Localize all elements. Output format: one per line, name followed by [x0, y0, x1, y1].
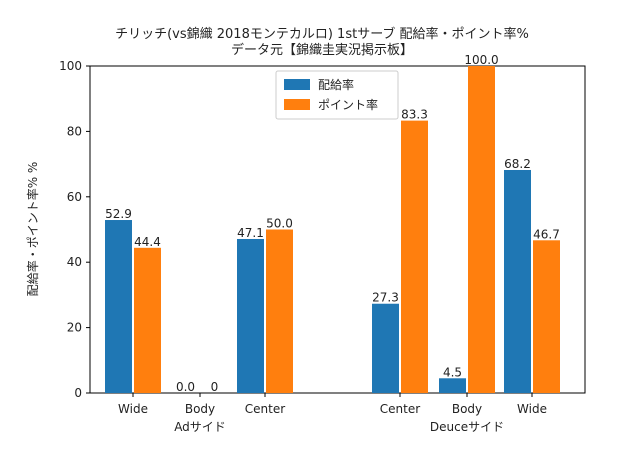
- y-tick-label: 100: [59, 59, 82, 73]
- y-tick-label: 20: [67, 321, 82, 335]
- bar-point: [134, 247, 161, 393]
- x-tick-label: Body: [452, 402, 482, 416]
- y-axis-label: 配給率・ポイント率% %: [25, 162, 40, 297]
- y-tick-label: 80: [67, 124, 82, 138]
- data-label: 46.7: [533, 227, 560, 241]
- data-label: 4.5: [443, 365, 462, 379]
- bar-haikyu: [237, 238, 264, 393]
- chart-subtitle: データ元【錦織圭実況掲示板】: [231, 42, 413, 58]
- data-label: 0: [211, 380, 219, 394]
- data-label: 47.1: [237, 226, 264, 240]
- bar-haikyu: [504, 169, 531, 393]
- x-tick-label: Body: [185, 402, 215, 416]
- x-tick-label: Center: [380, 402, 420, 416]
- plot-area: 0 20 40 60 80 100 Wide 52.944.4 Body 0.0 0 Center 47…: [59, 53, 586, 434]
- data-label: 100.0: [464, 53, 498, 67]
- data-label: 44.4: [134, 235, 161, 249]
- data-label: 27.3: [372, 291, 399, 305]
- y-tick-label: 40: [67, 255, 82, 269]
- x-tick-label: Wide: [517, 402, 547, 416]
- data-label: 83.3: [401, 108, 428, 122]
- legend-swatch-point: [284, 99, 310, 110]
- legend-label: 配給率: [318, 77, 354, 92]
- legend-swatch-haikyu: [284, 79, 310, 90]
- plot-frame: [89, 65, 586, 394]
- data-label: 0.0: [176, 380, 195, 394]
- bar-haikyu: [105, 220, 132, 393]
- chart-title: チリッチ(vs錦織 2018モンテカルロ) 1stサーブ 配給率・ポイント率%: [115, 26, 529, 42]
- x-group-label: Adサイド: [174, 420, 226, 434]
- x-tick-label: Center: [245, 402, 285, 416]
- data-label: 68.2: [504, 157, 531, 171]
- legend-label: ポイント率: [318, 97, 378, 112]
- y-tick-label: 0: [74, 386, 82, 400]
- bar-point: [401, 120, 428, 393]
- x-tick-label: Wide: [118, 402, 148, 416]
- bar-point: [266, 229, 293, 393]
- bar-haikyu: [439, 378, 466, 393]
- bar-point: [468, 66, 495, 393]
- data-label: 50.0: [266, 217, 293, 231]
- bar-haikyu: [372, 303, 399, 393]
- bar-point: [533, 240, 560, 393]
- y-tick-label: 60: [67, 190, 82, 204]
- data-label: 52.9: [105, 207, 132, 221]
- x-group-label: Deuceサイド: [430, 420, 504, 434]
